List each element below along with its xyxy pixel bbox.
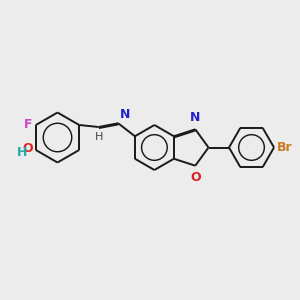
Text: Br: Br (277, 141, 292, 154)
Text: N: N (190, 111, 200, 124)
Text: H: H (94, 133, 103, 142)
Text: F: F (24, 118, 32, 131)
Text: O: O (190, 171, 201, 184)
Text: N: N (119, 108, 130, 121)
Text: H: H (17, 146, 27, 159)
Text: O: O (22, 142, 33, 155)
